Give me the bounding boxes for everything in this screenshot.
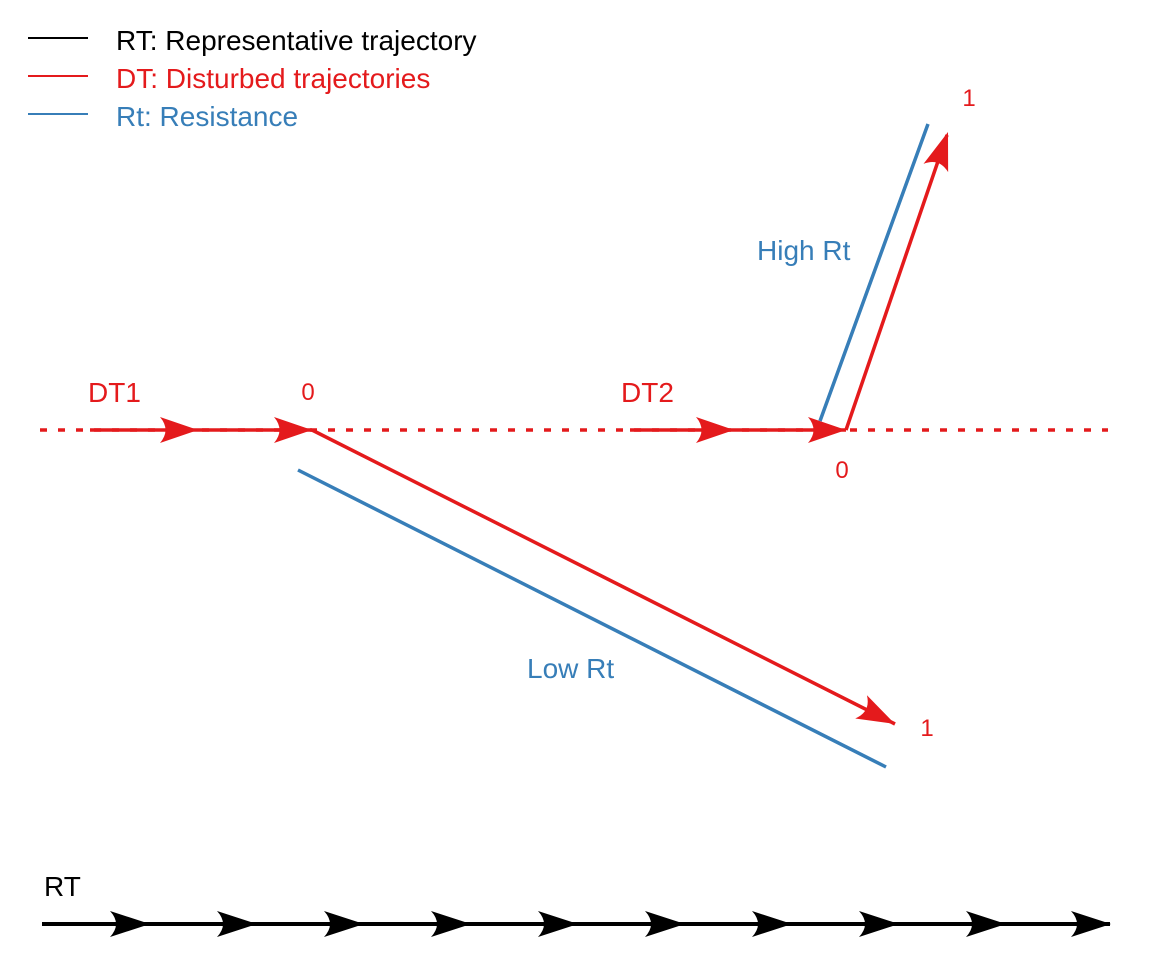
rt-arrowhead: [217, 911, 257, 937]
legend: RT: Representative trajectory DT: Distur…: [28, 25, 477, 132]
dt2-end-value: 1: [962, 85, 975, 112]
rt-arrowhead: [538, 911, 578, 937]
rt-arrowhead: [324, 911, 364, 937]
low-rt-label: Low Rt: [527, 653, 614, 684]
dt1-trajectory: [90, 417, 896, 726]
dt1-label: DT1: [88, 377, 141, 408]
rt-arrowhead: [966, 911, 1006, 937]
dt2-label: DT2: [621, 377, 674, 408]
dt2-arrowhead-b: [808, 417, 846, 443]
dt1-arrowhead-a: [160, 417, 198, 443]
rt-arrowhead: [752, 911, 792, 937]
dt2-arrowhead-end: [923, 132, 949, 173]
rt-arrowhead: [110, 911, 150, 937]
rt-arrowhead: [431, 911, 471, 937]
rt-arrowhead: [645, 911, 685, 937]
rt-arrowhead: [859, 911, 899, 937]
high-resistance-line: [818, 123, 930, 422]
dt2-arrowhead-a: [696, 417, 734, 443]
dt2-disturbed-segment: [844, 134, 949, 431]
low-resistance-line: [297, 468, 887, 769]
legend-label-rt: RT: Representative trajectory: [116, 25, 477, 56]
legend-label-resistance: Rt: Resistance: [116, 101, 298, 132]
dt1-end-value: 1: [920, 715, 933, 742]
rt-arrowhead: [1071, 911, 1111, 937]
dt2-start-value: 0: [835, 457, 848, 484]
rt-label: RT: [44, 871, 81, 902]
dt1-arrowhead-b: [274, 417, 312, 443]
representative-trajectory: RT: [42, 871, 1111, 937]
dt2-trajectory: [630, 132, 949, 443]
dt1-disturbed-segment: [311, 428, 896, 726]
high-rt-label: High Rt: [757, 235, 851, 266]
rt-arrowheads: [110, 911, 1111, 937]
dt1-arrowhead-end: [855, 695, 895, 724]
dt1-start-value: 0: [301, 379, 314, 406]
legend-label-dt: DT: Disturbed trajectories: [116, 63, 430, 94]
